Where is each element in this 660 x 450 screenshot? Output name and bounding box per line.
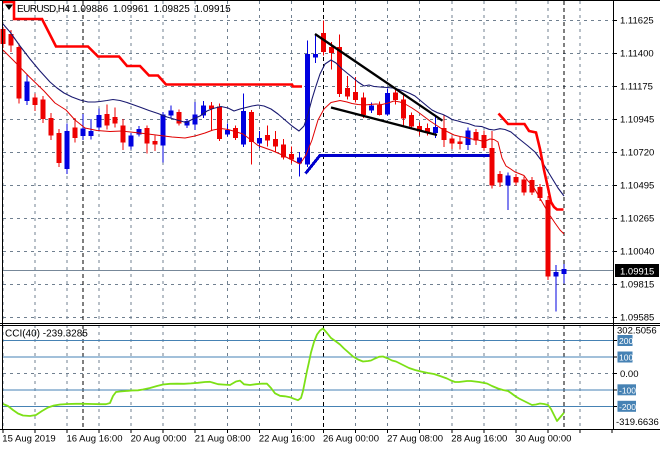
svg-text:1.11400: 1.11400 [620, 49, 654, 60]
svg-text:1.10945: 1.10945 [620, 115, 654, 126]
svg-text:27 Aug 08:00: 27 Aug 08:00 [387, 434, 443, 445]
svg-text:EURUSD,H4: EURUSD,H4 [17, 4, 70, 15]
svg-text:302.5056: 302.5056 [617, 326, 657, 337]
svg-text:200: 200 [619, 336, 633, 346]
svg-text:1.11625: 1.11625 [620, 16, 654, 27]
svg-text:22 Aug 16:00: 22 Aug 16:00 [259, 434, 315, 445]
svg-text:100: 100 [619, 353, 633, 363]
svg-text:CCI(40) -239.3285: CCI(40) -239.3285 [5, 329, 88, 340]
svg-text:16 Aug 16:00: 16 Aug 16:00 [67, 434, 123, 445]
svg-text:26 Aug 00:00: 26 Aug 00:00 [323, 434, 379, 445]
svg-text:21 Aug 08:00: 21 Aug 08:00 [195, 434, 251, 445]
svg-text:1.10040: 1.10040 [620, 247, 654, 258]
svg-text:1.10720: 1.10720 [620, 148, 654, 159]
svg-text:-200: -200 [619, 402, 636, 412]
svg-text:0.00: 0.00 [620, 369, 639, 380]
svg-text:-100: -100 [619, 385, 636, 395]
svg-text:15 Aug 2019: 15 Aug 2019 [2, 434, 55, 445]
svg-text:-319.6636: -319.6636 [616, 417, 659, 428]
svg-text:1.09585: 1.09585 [620, 313, 654, 324]
svg-text:1.09886 1.09961 1.09825 1.0991: 1.09886 1.09961 1.09825 1.09915 [72, 4, 231, 15]
svg-text:28 Aug 16:00: 28 Aug 16:00 [451, 434, 507, 445]
svg-text:1.11175: 1.11175 [620, 82, 653, 93]
svg-text:30 Aug 00:00: 30 Aug 00:00 [515, 434, 571, 445]
svg-text:1.10495: 1.10495 [620, 181, 654, 192]
svg-text:20 Aug 00:00: 20 Aug 00:00 [131, 434, 187, 445]
svg-text:1.09915: 1.09915 [620, 267, 654, 278]
svg-text:1.10265: 1.10265 [620, 214, 654, 225]
svg-text:1.09815: 1.09815 [620, 280, 654, 291]
